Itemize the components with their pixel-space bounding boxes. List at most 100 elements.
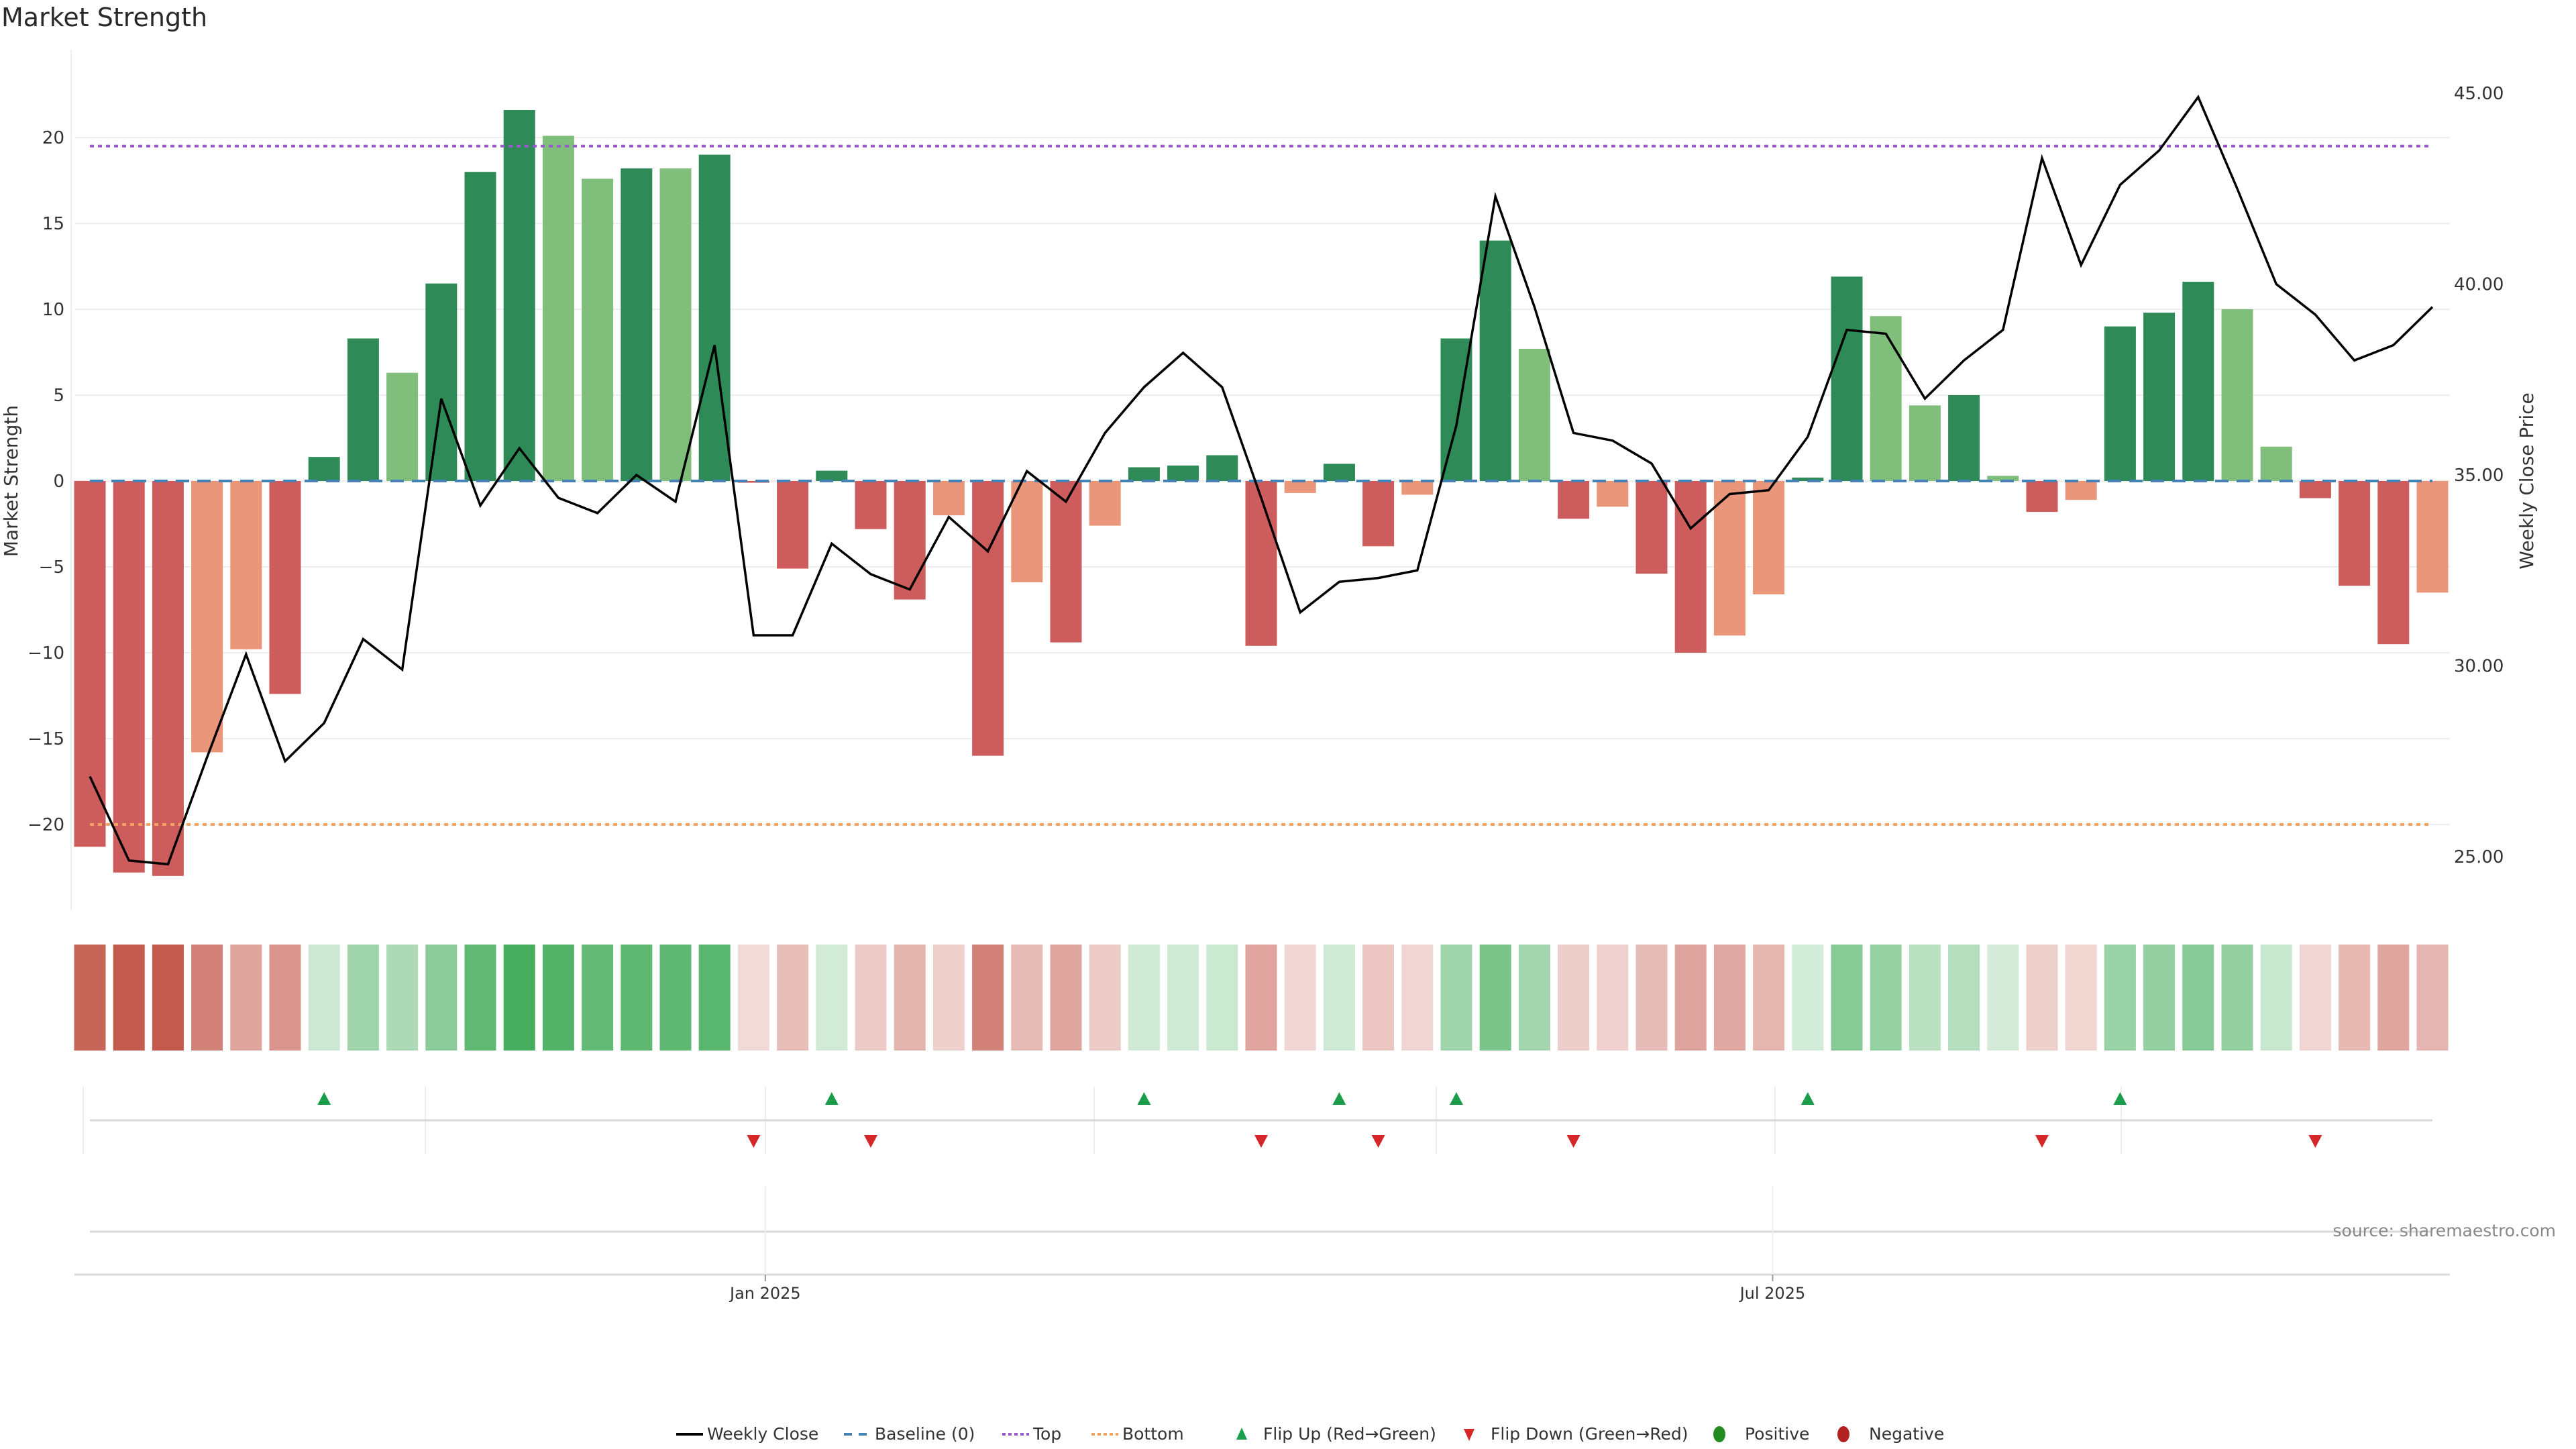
heatmap-cell xyxy=(1831,945,1863,1051)
heatmap-cell xyxy=(1401,945,1434,1051)
heatmap-cell xyxy=(932,945,965,1051)
legend-positive-icon xyxy=(1713,1426,1725,1442)
heatmap-cell xyxy=(425,945,458,1051)
heatmap-cell xyxy=(2416,945,2449,1051)
y2-tick-label: 30.00 xyxy=(2454,657,2504,677)
heatmap-cell xyxy=(816,945,848,1051)
strength-bar xyxy=(2143,313,2176,481)
y2-tick-label: 25.00 xyxy=(2454,847,2504,867)
strength-bar xyxy=(621,168,653,481)
weekly-close-line xyxy=(89,95,2434,866)
heatmap-cell xyxy=(1948,945,1980,1051)
strength-bar xyxy=(2182,282,2214,481)
heatmap-cell xyxy=(1245,945,1277,1051)
strength-bar xyxy=(269,481,301,694)
strength-bar xyxy=(1987,476,2019,481)
strength-bar xyxy=(1674,481,1707,653)
strength-bar xyxy=(191,481,223,753)
legend-flip-down-icon xyxy=(1464,1429,1474,1441)
strength-bar xyxy=(464,172,496,481)
legend-label: Bottom xyxy=(1122,1424,1184,1444)
strength-bar xyxy=(2339,481,2371,586)
strength-bar xyxy=(1597,481,1629,507)
strength-bar xyxy=(855,481,887,529)
heatmap-cell xyxy=(659,945,692,1051)
strength-bar xyxy=(1558,481,1590,519)
strength-bar xyxy=(1089,481,1121,526)
heatmap-cell xyxy=(737,945,769,1051)
heatmap-cell xyxy=(2104,945,2136,1051)
legend-label: Positive xyxy=(1745,1424,1809,1444)
heatmap-cell xyxy=(1479,945,1511,1051)
strength-bar xyxy=(2260,446,2292,481)
strength-bar xyxy=(1050,481,1082,643)
strength-bar xyxy=(1792,477,1824,481)
legend-label: Negative xyxy=(1869,1424,1944,1444)
y-tick-label: 0 xyxy=(53,472,64,492)
strength-bar xyxy=(386,372,419,481)
strength-bar xyxy=(582,178,614,481)
legend: Weekly Close Baseline (0) Top Bottom Flip Up… xyxy=(676,1424,1944,1444)
heatmap-cell xyxy=(1635,945,1668,1051)
heatmap-cell xyxy=(464,945,496,1051)
strength-bar xyxy=(932,481,965,516)
heatmap-cell xyxy=(1128,945,1160,1051)
heatmap-cell xyxy=(1167,945,1199,1051)
heatmap-cell xyxy=(621,945,653,1051)
heatmap-cell xyxy=(1089,945,1121,1051)
heatmap-cell xyxy=(2182,945,2214,1051)
heatmap-cell xyxy=(1674,945,1707,1051)
heatmap-cell xyxy=(1558,945,1590,1051)
flip-up-marker xyxy=(824,1092,839,1105)
y2-tick-label: 35.00 xyxy=(2454,466,2504,486)
heatmap-cell xyxy=(2221,945,2253,1051)
heatmap-cell xyxy=(2026,945,2058,1051)
flip-up-marker xyxy=(1450,1092,1463,1105)
heatmap-cell xyxy=(1909,945,1941,1051)
heatmap-cell xyxy=(582,945,614,1051)
strength-bar xyxy=(1909,405,1941,481)
flip-down-marker xyxy=(1371,1135,1385,1148)
heatmap-cell xyxy=(386,945,419,1051)
strength-bar xyxy=(425,283,458,481)
strength-bar xyxy=(2299,481,2331,498)
strength-bar xyxy=(816,470,848,481)
strength-bar xyxy=(1206,455,1238,481)
strength-bar xyxy=(1401,481,1434,495)
heatmap-cell xyxy=(74,945,106,1051)
strength-bar xyxy=(1870,316,1902,481)
chart-title: Market Strength xyxy=(1,3,208,32)
x-tick-label: Jul 2025 xyxy=(1739,1284,1806,1303)
heatmap-cell xyxy=(113,945,145,1051)
heatmap-cell xyxy=(1440,945,1472,1051)
flip-down-marker xyxy=(864,1135,877,1148)
heatmap-cell xyxy=(855,945,887,1051)
strength-bar xyxy=(1518,348,1550,481)
legend-label: Flip Down (Green→Red) xyxy=(1491,1424,1688,1444)
heatmap-cell xyxy=(1284,945,1316,1051)
flip-down-marker xyxy=(2035,1135,2049,1148)
strength-bar xyxy=(737,481,769,483)
heatmap-cell xyxy=(698,945,731,1051)
heatmap-cell xyxy=(2065,945,2097,1051)
y-tick-label: −15 xyxy=(28,729,64,749)
strength-bar xyxy=(894,481,926,600)
y-tick-label: −10 xyxy=(28,643,64,663)
strength-bar xyxy=(152,481,184,876)
strength-bar xyxy=(74,481,106,847)
legend-label: Top xyxy=(1032,1424,1061,1444)
y-axis-title: Market Strength xyxy=(0,405,22,557)
heatmap-cell xyxy=(191,945,223,1051)
heatmap-cell xyxy=(972,945,1004,1051)
strength-bar xyxy=(2416,481,2449,593)
strength-bar xyxy=(1011,481,1043,583)
legend-label: Weekly Close xyxy=(707,1424,818,1444)
y2-axis-title: Weekly Close Price xyxy=(2516,392,2538,569)
heatmap-cell xyxy=(1050,945,1082,1051)
heatmap-cell xyxy=(1323,945,1355,1051)
strength-bar xyxy=(1948,395,1980,481)
x-tick-label: Jan 2025 xyxy=(729,1284,801,1303)
legend-label: Baseline (0) xyxy=(875,1424,975,1444)
strength-bar xyxy=(1284,481,1316,493)
